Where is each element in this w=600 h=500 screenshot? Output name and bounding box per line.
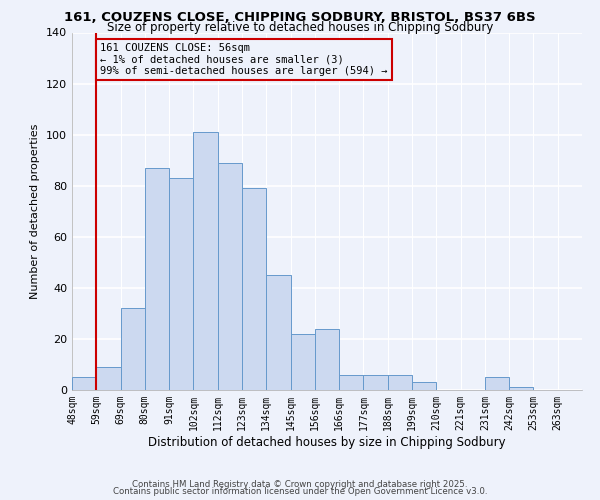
Text: 161 COUZENS CLOSE: 56sqm
← 1% of detached houses are smaller (3)
99% of semi-det: 161 COUZENS CLOSE: 56sqm ← 1% of detache… <box>100 42 388 76</box>
Text: Contains public sector information licensed under the Open Government Licence v3: Contains public sector information licen… <box>113 487 487 496</box>
Text: 161, COUZENS CLOSE, CHIPPING SODBURY, BRISTOL, BS37 6BS: 161, COUZENS CLOSE, CHIPPING SODBURY, BR… <box>64 11 536 24</box>
Bar <box>509 388 533 390</box>
Y-axis label: Number of detached properties: Number of detached properties <box>31 124 40 299</box>
Bar <box>218 162 242 390</box>
Bar <box>145 168 169 390</box>
Bar <box>96 367 121 390</box>
Bar <box>169 178 193 390</box>
Bar <box>364 374 388 390</box>
Bar <box>72 377 96 390</box>
Bar <box>412 382 436 390</box>
Bar <box>242 188 266 390</box>
Bar <box>193 132 218 390</box>
Bar <box>290 334 315 390</box>
Text: Contains HM Land Registry data © Crown copyright and database right 2025.: Contains HM Land Registry data © Crown c… <box>132 480 468 489</box>
Bar <box>121 308 145 390</box>
Bar <box>266 275 290 390</box>
Bar <box>485 377 509 390</box>
Bar <box>339 374 364 390</box>
Text: Size of property relative to detached houses in Chipping Sodbury: Size of property relative to detached ho… <box>107 21 493 34</box>
X-axis label: Distribution of detached houses by size in Chipping Sodbury: Distribution of detached houses by size … <box>148 436 506 448</box>
Bar <box>315 328 339 390</box>
Bar <box>388 374 412 390</box>
